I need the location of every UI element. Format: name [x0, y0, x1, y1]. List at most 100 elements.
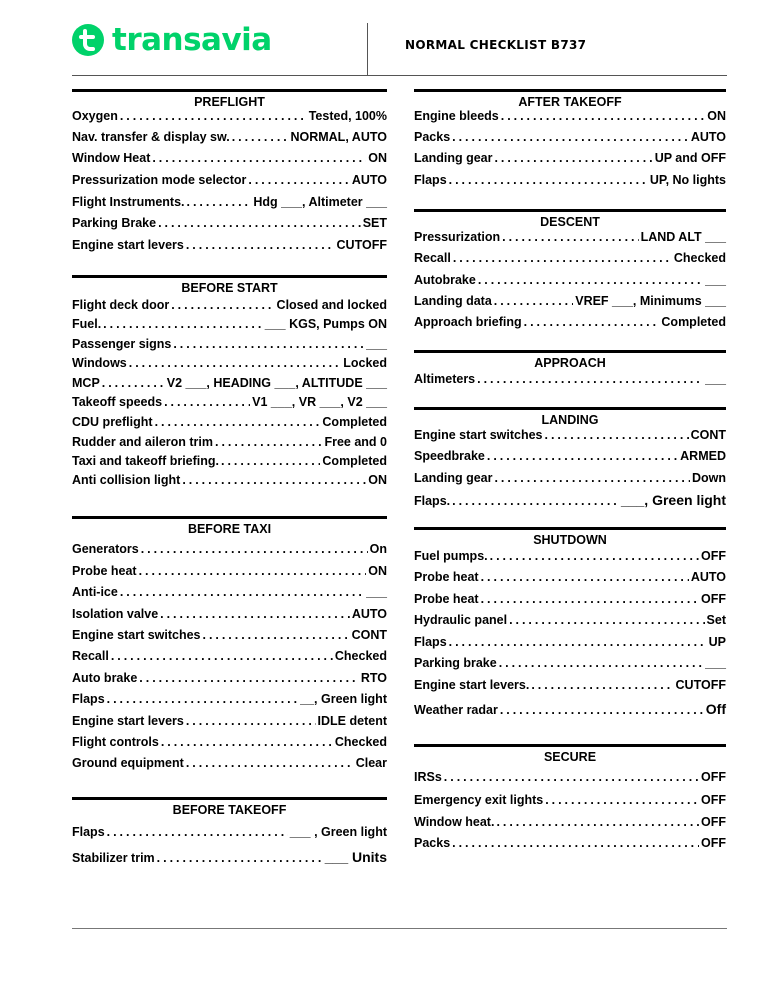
checklist-item: Pressurization mode selector AUTO	[72, 173, 387, 189]
checklist-item: IRSs OFF	[414, 770, 726, 786]
item-label: Engine start levers	[72, 238, 184, 252]
checklist-item: Autobrake ___	[414, 273, 726, 289]
leader-dots	[139, 671, 359, 685]
item-value: IDLE detent	[317, 714, 387, 728]
checklist-item: Weather radar Off	[414, 701, 726, 717]
leader-dots	[120, 109, 307, 123]
item-label: Recall	[414, 251, 451, 265]
item-label: CDU preflight	[72, 415, 153, 429]
item-label: Fuel pumps.	[414, 549, 488, 563]
section-title: APPROACH	[534, 356, 606, 370]
checklist-item: Taxi and takeoff briefing. Completed	[72, 454, 387, 470]
leader-dots	[531, 678, 673, 692]
checklist-item: Recall Checked	[414, 251, 726, 267]
checklist-item: Engine start levers IDLE detent	[72, 714, 387, 730]
leader-dots	[248, 173, 349, 187]
item-value: ___	[705, 273, 726, 287]
leader-dots	[186, 714, 316, 728]
leader-dots	[494, 151, 652, 165]
item-label: Flight Instruments.	[72, 195, 185, 209]
leader-dots	[499, 656, 703, 670]
leader-dots	[158, 216, 361, 230]
checklist-item: Parking Brake SET	[72, 216, 387, 232]
checklist-item: Hydraulic panel Set	[414, 613, 726, 629]
section-rule	[414, 209, 726, 212]
item-value: Checked	[334, 649, 387, 663]
checklist-item: Nav. transfer & display sw. NORMAL, AUTO	[72, 130, 387, 146]
checklist-item: Packs OFF	[414, 836, 726, 852]
item-label: Probe heat	[414, 592, 479, 606]
item-value: Checked	[673, 251, 726, 265]
section-rule	[72, 797, 387, 800]
item-label: Flaps.	[414, 494, 451, 508]
item-label: Engine start levers	[72, 714, 184, 728]
checklist-item: Windows Locked	[72, 356, 387, 372]
item-value: V1 ___, VR ___, V2 ___	[252, 395, 387, 409]
item-label: Flight controls	[72, 735, 159, 749]
item-value: CUTOFF	[675, 678, 726, 692]
item-value: Completed	[661, 315, 726, 329]
leader-dots	[107, 825, 288, 839]
item-value: OFF	[701, 836, 726, 850]
leader-dots	[452, 836, 699, 850]
item-value: ON	[368, 473, 387, 487]
checklist-item: Ground equipment Clear	[72, 756, 387, 772]
item-value: ON	[368, 151, 387, 165]
item-label: Rudder and aileron trim	[72, 435, 213, 449]
item-value: UP and OFF	[654, 151, 726, 165]
section-title: BEFORE TAXI	[187, 522, 272, 536]
section-title: AFTER TAKEOFF	[518, 95, 622, 109]
item-label: Window Heat	[72, 151, 151, 165]
checklist-item: Emergency exit lights OFF	[414, 793, 726, 809]
item-value: ___	[705, 372, 726, 386]
checklist-item: Altimeters ___	[414, 372, 726, 388]
item-value: OFF	[701, 592, 726, 606]
item-value: Completed	[322, 454, 387, 468]
checklist-item: Engine start switches CONT	[414, 428, 726, 444]
item-value: Locked	[343, 356, 387, 370]
item-value: Hdg ___, Altimeter ___	[253, 195, 387, 209]
leader-dots	[164, 395, 250, 409]
item-value: ___ Units	[324, 849, 387, 865]
item-value: AUTO	[690, 130, 726, 144]
section-before-taxi: BEFORE TAXI Generators On Probe heat ON Anti-…	[72, 516, 387, 780]
item-value: ___ , Green light	[289, 825, 387, 839]
item-value: ON	[368, 564, 387, 578]
leader-dots	[453, 251, 672, 265]
checklist-item: Passenger signs ___	[72, 337, 387, 353]
section-after-takeoff: AFTER TAKEOFF Engine bleeds ON Packs AUTO Lan…	[414, 89, 726, 197]
item-value: AUTO	[690, 570, 726, 584]
item-label: Flaps	[414, 173, 447, 187]
leader-dots	[141, 542, 368, 556]
checklist-item: Engine bleeds ON	[414, 109, 726, 125]
item-value: ___	[366, 585, 387, 599]
section-before-start: BEFORE START Flight deck door Closed and l…	[72, 275, 387, 497]
item-label: Flaps	[72, 692, 105, 706]
checklist-item: Isolation valve AUTO	[72, 607, 387, 623]
leader-dots	[215, 435, 322, 449]
leader-dots	[171, 298, 274, 312]
item-label: Packs	[414, 130, 451, 144]
checklist-item: Anti-ice ___	[72, 585, 387, 601]
transavia-t-icon	[72, 24, 104, 56]
leader-dots	[157, 851, 323, 865]
section-rule	[414, 350, 726, 353]
checklist-item: MCP V2 ___, HEADING ___, ALTITUDE ___	[72, 376, 387, 392]
leader-dots	[481, 570, 689, 584]
item-value: Tested, 100%	[308, 109, 387, 123]
leader-dots	[152, 151, 366, 165]
item-value: UP, No lights	[649, 173, 726, 187]
item-label: Pressurization	[414, 230, 501, 244]
leader-dots	[102, 376, 165, 390]
checklist-item: Fuel pumps. OFF	[414, 549, 726, 565]
item-value: Set	[706, 613, 726, 627]
checklist-item: Flight controls Checked	[72, 735, 387, 751]
leader-dots	[173, 337, 364, 351]
section-title: DESCENT	[540, 215, 600, 229]
checklist-item: Window Heat ON	[72, 151, 387, 167]
checklist-item: Stabilizer trim ___ Units	[72, 849, 387, 865]
leader-dots	[500, 703, 704, 717]
leader-dots	[494, 471, 689, 485]
item-label: Window heat.	[414, 815, 495, 829]
